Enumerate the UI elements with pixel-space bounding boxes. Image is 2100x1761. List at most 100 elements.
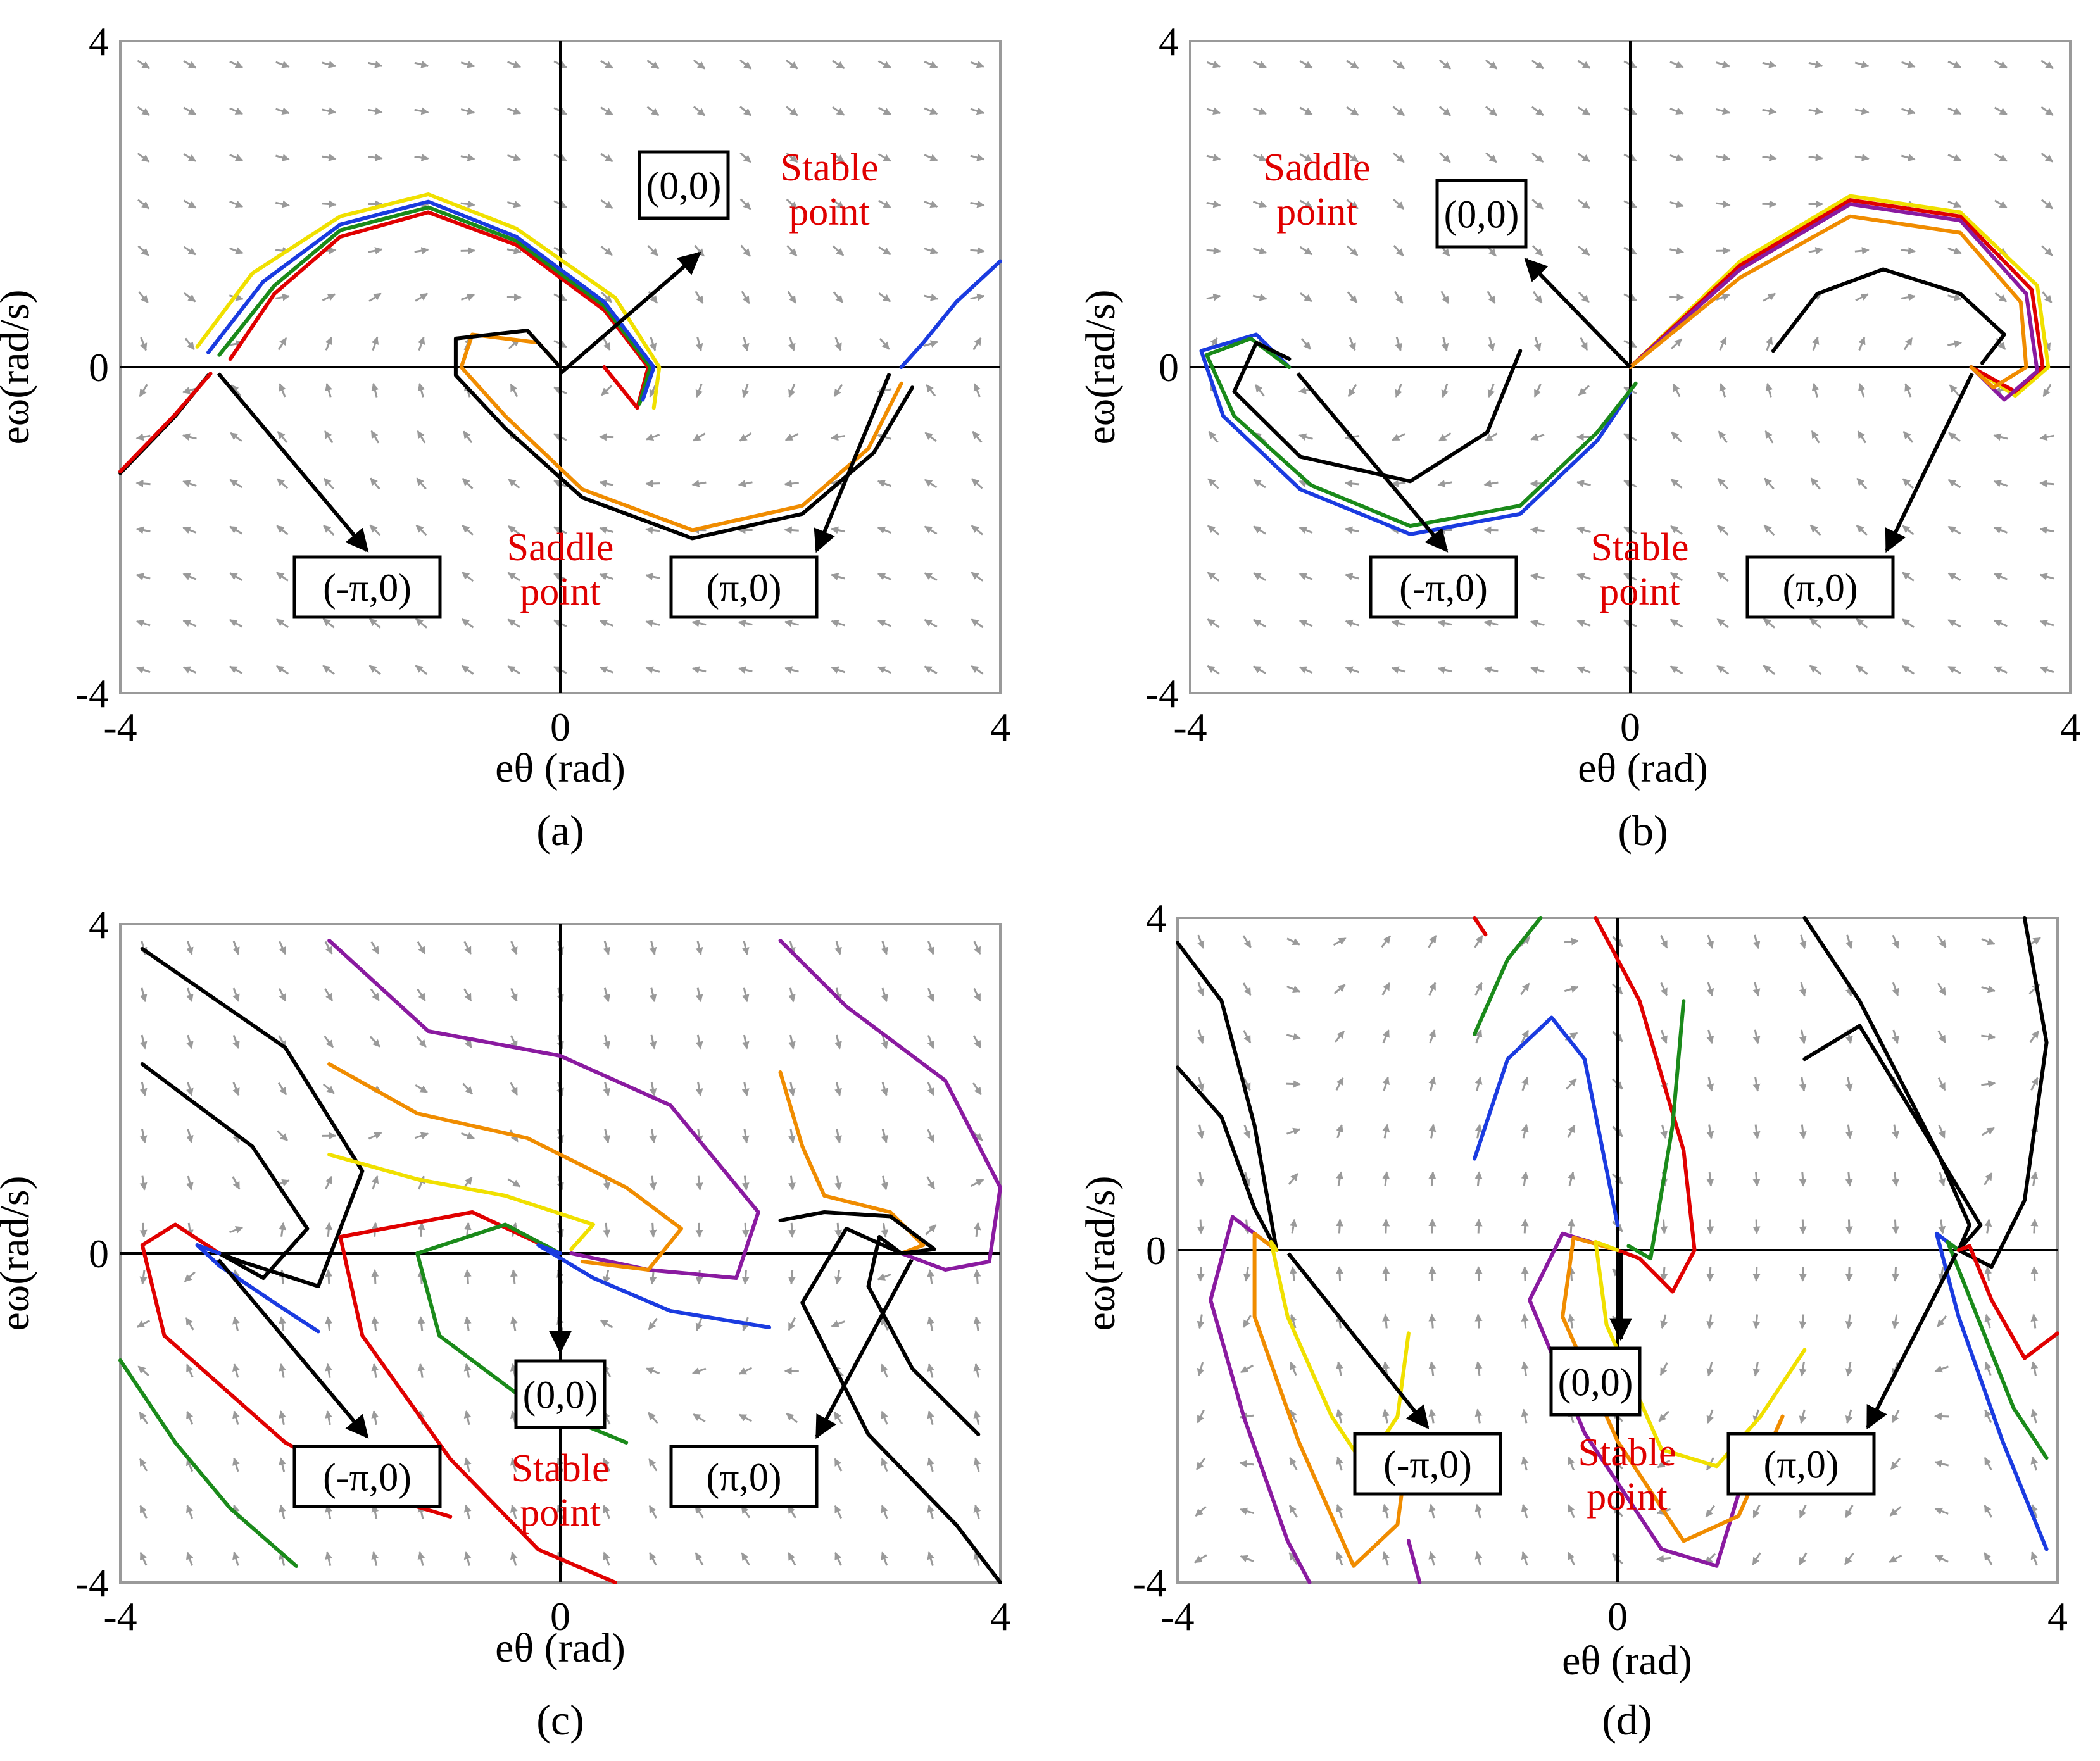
y-tick-label: 0	[89, 345, 109, 390]
field-arrow	[1892, 934, 1899, 949]
series-trajectory-red-2	[338, 1210, 617, 1584]
field-arrow	[927, 987, 934, 1002]
field-arrow	[186, 1505, 194, 1519]
field-arrow	[881, 1175, 888, 1191]
field-arrow	[927, 1129, 935, 1143]
field-arrow	[1660, 1314, 1668, 1329]
field-arrow	[1253, 60, 1267, 68]
field-arrow	[230, 432, 242, 442]
field-arrow	[371, 382, 379, 398]
field-arrow	[1799, 1362, 1807, 1377]
field-arrow	[510, 1504, 518, 1519]
field-arrow	[1994, 153, 2008, 162]
field-arrow	[182, 666, 197, 674]
field-arrow	[1762, 154, 1777, 161]
field-arrow	[695, 1270, 703, 1285]
series-trajectory-purple-2	[327, 939, 760, 1280]
field-arrow	[1437, 666, 1452, 674]
field-arrow	[325, 336, 332, 351]
field-arrow	[1706, 1029, 1714, 1044]
field-arrow	[415, 665, 428, 675]
field-arrow	[1381, 935, 1392, 948]
field-arrow	[417, 941, 426, 955]
field-arrow	[229, 247, 244, 254]
field-arrow	[139, 987, 148, 1003]
field-arrow	[1197, 1314, 1205, 1329]
field-arrow	[1706, 1124, 1714, 1139]
field-arrow	[1669, 107, 1684, 115]
field-arrow	[2039, 666, 2054, 674]
field-arrow	[1474, 1076, 1483, 1091]
field-arrow	[1336, 1503, 1343, 1519]
series-trajectory-black-2	[140, 1062, 310, 1280]
field-arrow	[788, 1317, 796, 1331]
field-arrow	[460, 61, 475, 68]
field-arrow	[973, 1316, 981, 1331]
field-arrow	[1947, 247, 1962, 254]
field-arrow	[1483, 480, 1499, 487]
field-arrow	[599, 666, 613, 674]
equilibrium-box	[669, 1445, 819, 1508]
x-tick-label: -4	[1160, 1594, 1194, 1639]
field-arrow	[1349, 337, 1356, 351]
field-arrow	[1718, 430, 1728, 444]
field-arrow	[1568, 1504, 1575, 1519]
field-arrow	[691, 619, 707, 627]
field-arrow	[831, 573, 845, 580]
field-arrow	[924, 432, 937, 442]
field-arrow	[1345, 619, 1359, 627]
field-arrow	[834, 1129, 842, 1144]
annotation-arrow	[1296, 372, 1449, 553]
field-arrow	[507, 665, 521, 675]
field-arrow	[1474, 1408, 1483, 1424]
field-arrow	[1576, 619, 1591, 627]
field-arrow	[417, 382, 425, 398]
series-trajectory-orange-3	[1561, 1236, 1785, 1543]
field-arrow	[1764, 430, 1774, 444]
annotation-arrow	[217, 1258, 369, 1439]
field-arrow	[1474, 1219, 1483, 1234]
field-arrow	[184, 292, 196, 303]
field-arrow	[186, 941, 194, 955]
series-trajectory-blue-4	[1934, 1231, 2049, 1551]
field-arrow	[2040, 199, 2053, 210]
field-arrow	[1706, 1409, 1714, 1424]
field-arrow	[1717, 525, 1729, 536]
field-arrow	[1854, 247, 1870, 255]
field-arrow	[1335, 1077, 1344, 1091]
field-arrow	[1937, 1077, 1946, 1091]
y-tick-label: -4	[1145, 671, 1179, 716]
field-arrow	[1799, 1409, 1807, 1424]
field-arrow	[1300, 292, 1312, 303]
field-arrow	[1947, 665, 1961, 674]
field-arrow	[1981, 1127, 1995, 1136]
field-arrow	[463, 1504, 472, 1519]
series-trajectory-right-upper	[899, 259, 1002, 369]
field-arrow	[279, 941, 286, 955]
field-arrow	[1197, 1409, 1205, 1424]
field-arrow	[695, 1317, 703, 1331]
field-arrow	[1393, 198, 1405, 210]
field-arrow	[927, 1363, 935, 1378]
field-arrow	[1706, 1362, 1714, 1377]
field-arrow	[601, 385, 613, 396]
field-arrow	[1391, 479, 1406, 487]
field-arrow	[139, 1551, 148, 1566]
field-arrow	[277, 337, 287, 351]
field-arrow	[973, 1269, 981, 1284]
field-arrow	[1197, 982, 1205, 997]
field-arrow	[1286, 985, 1301, 993]
series-trajectory-orange-2	[327, 1062, 684, 1272]
field-arrow	[877, 480, 891, 487]
field-arrow	[741, 1270, 750, 1285]
field-arrow	[970, 154, 985, 161]
field-arrow	[972, 1082, 982, 1096]
series-trajectory-black-2	[1176, 1065, 1279, 1252]
panel-caption: (b)	[1618, 806, 1668, 855]
field-arrow	[1752, 1219, 1761, 1234]
field-arrow	[1845, 1505, 1854, 1519]
field-arrow	[1299, 246, 1313, 256]
field-arrow	[322, 154, 337, 161]
equilibrium-label: (π,0)	[1763, 1444, 1839, 1487]
series-trajectory-green	[217, 205, 653, 406]
